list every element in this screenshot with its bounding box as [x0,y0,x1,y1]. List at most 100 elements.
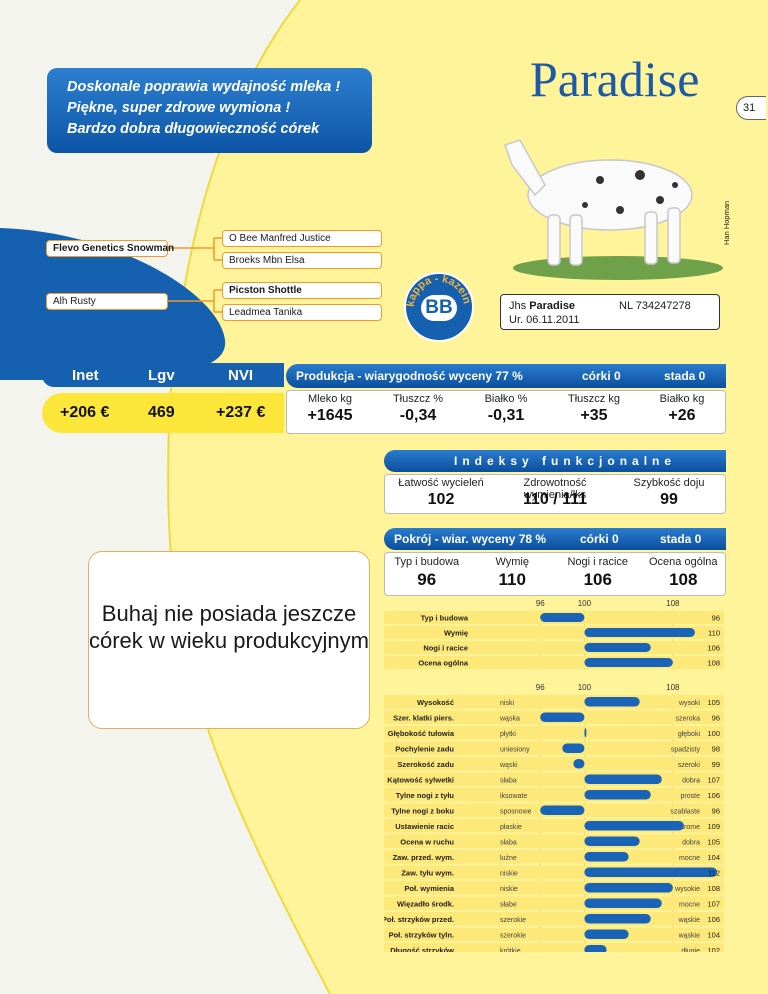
trait-bar [584,728,587,738]
production-value: +1645 [307,407,353,424]
trait-high-label: wysoki [678,700,700,707]
slogan-line: Doskonale poprawia wydajność mleka ! [67,79,341,95]
trait-value: 102 [707,946,720,952]
trait-name: Ustawienie racic [395,822,454,831]
production-values-box [286,390,726,434]
trait-name: Głębokość tułowia [388,729,455,738]
value-inet: +206 € [60,404,110,421]
trait-bar [540,613,585,622]
animal-name: Paradise [529,300,576,312]
trait-name: Poł. strzyków przed. [384,915,454,924]
trait-high-label: proste [681,793,701,800]
functional-values-box [384,474,726,514]
production-header: Produkcja - wiarygodność wyceny 77 % cór… [286,364,726,388]
trait-name: Tylne nogi z boku [391,806,454,815]
trait-name: Zaw. przed. wym. [393,853,454,862]
header-nvi: NVI [228,367,254,384]
trait-bar [584,836,640,846]
trait-value: 112 [708,868,720,877]
trait-name: Kątowość sylwetki [387,775,454,784]
trait-value: 104 [707,930,720,939]
trait-high-label: mocne [679,901,700,908]
trait-name: Typ i budowa [421,614,469,623]
photo-credit: Han Hopman [722,200,731,245]
axis-tick-label: 100 [578,599,592,608]
trait-value: 108 [707,884,720,893]
production-value: -0,34 [399,407,437,424]
axis-tick-label: 96 [536,683,545,692]
production-value: +26 [668,407,696,424]
trait-bar [584,790,651,800]
row-background [384,834,724,848]
slogan-box: Doskonale poprawia wydajność mleka ! Pię… [47,68,372,153]
pedigree-sire-dam: Broeks Mbn Elsa [222,252,382,269]
trait-value: 105 [707,837,720,846]
functional-value: 110 / 111 [522,491,588,508]
trait-high-label: szeroki [678,762,701,769]
header-lgv: Lgv [148,367,175,384]
row-background [384,757,724,771]
trait-name: Pochylenie zadu [395,744,454,753]
trait-bar [584,774,662,784]
trait-low-label: luźne [500,855,517,862]
trait-value: 106 [707,915,720,924]
trait-high-label: szablaste [670,808,700,815]
trait-low-label: słaba [500,839,517,846]
trait-high-label: wąskie [678,932,701,939]
page-number: 31 [736,96,766,120]
conformation-summary-chart: 96 100 108 Typ i budowa 96 Wymię 110 Nogi i rac… [384,596,726,676]
trait-bar [584,643,651,652]
row-background [384,695,724,709]
animal-prefix: Jhs [509,300,530,312]
trait-bar [584,945,607,955]
trait-name: Poł. strzyków tyln. [389,930,454,939]
trait-name: Zaw. tyłu wym. [401,868,454,877]
trait-bar [584,883,673,893]
trait-low-label: słabe [500,901,517,908]
trait-low-label: wąski [499,762,518,769]
functional-label: Szybkość doju [633,477,705,489]
pedigree-sire-sire: O Bee Manfred Justice [222,230,382,247]
trait-value: 96 [712,614,720,623]
trait-high-label: strome [679,824,701,831]
production-grid: Mleko kg +1645 Tłuszcz % -0,34 Białko % -0,31… [286,393,726,433]
trait-name: Szerokość zadu [397,760,454,769]
conformation-value: 108 [669,570,698,589]
trait-low-label: niski [500,700,514,707]
index-header-bar [42,363,284,387]
trait-value: 96 [712,806,720,815]
conformation-title: Pokrój - wiar. wyceny 78 % [394,532,547,546]
animal-id: NL 734247278 [619,300,691,312]
trait-bar [584,929,629,939]
badge-code: BB [421,295,457,321]
trait-value: 96 [712,713,720,722]
row-background [384,726,724,740]
row-background [384,850,724,864]
trait-name: Ocena w ruchu [400,837,454,846]
trait-high-label: dobra [682,839,700,846]
production-label: Białko % [484,393,528,405]
trait-high-label: głęboki [678,731,701,738]
production-title: Produkcja - wiarygodność wyceny 77 % [296,369,523,383]
trait-value: 106 [707,791,720,800]
trait-value: 108 [707,659,720,668]
trait-bar [584,852,629,862]
trait-value: 110 [708,629,720,638]
slogan-line: Piękne, super zdrowe wymiona ! [67,100,291,116]
pedigree-dam-sire: Picston Shottle [222,282,382,299]
conformation-label: Ocena ogólna [649,556,718,568]
conformation-label: Nogi i racice [567,556,629,568]
trait-low-label: szerokie [500,932,526,939]
trait-name: Więzadło środk. [397,899,454,908]
trait-low-label: szerokie [500,917,526,924]
axis-tick-label: 108 [666,599,680,608]
conformation-label: Typ i budowa [394,556,460,568]
trait-value: 107 [707,775,720,784]
functional-label: Zdrowotność wymienia/lks [523,477,587,501]
page-title: Paradise [530,51,700,107]
trait-high-label: wąskie [678,917,701,924]
trait-bar [540,805,585,815]
trait-value: 100 [707,729,720,738]
production-daughters: córki 0 [582,369,621,383]
trait-bar [584,821,684,831]
